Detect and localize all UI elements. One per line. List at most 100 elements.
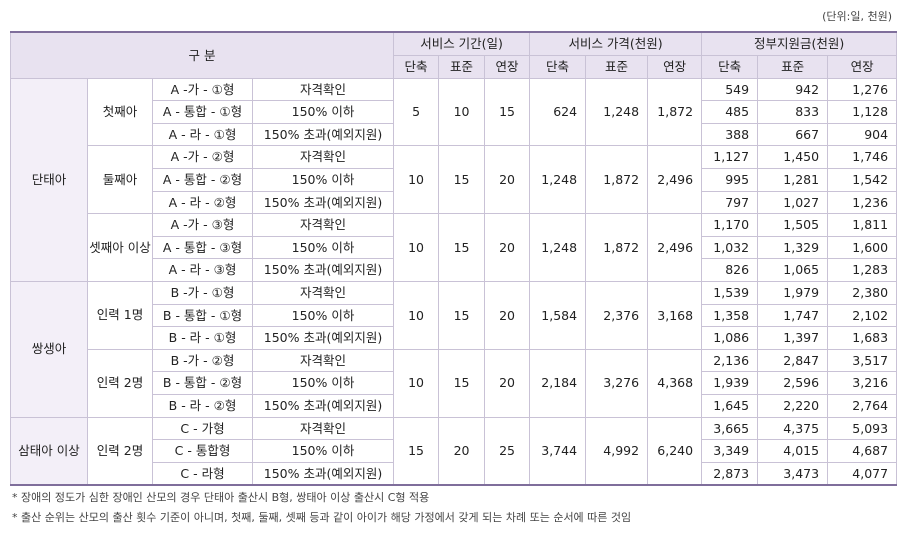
period-cell: 15 [484,77,531,147]
subsidy-cell: 1,542 [827,167,898,192]
table-row: B - 라 - ①형 150% 초과(예외지원) 1,086 1,397 1,683 [11,326,898,350]
period-cell: 20 [484,280,531,350]
subsidy-cell: 1,979 [757,280,829,305]
period-cell: 10 [393,280,440,350]
price-cell: 3,744 [529,416,587,486]
period-cell: 20 [484,348,531,418]
table-row: 인력 2명 B -가 - ②형 자격확인 10 15 20 2,184 3,276 4,368 2… [11,348,898,418]
subsidy-cell: 833 [757,100,829,124]
subgroup-label-text: 인력 1명 [96,307,144,323]
table-row: A - 통합 - ②형 150% 이하 995 1,281 1,542 [11,167,898,192]
footnote: * 출산 순위는 산모의 출산 횟수 기준이 아니며, 첫째, 둘째, 셋째 등… [12,511,632,524]
condition-cell: 150% 초과(예외지원) [251,461,395,486]
subgroup-label-text: 인력 2명 [96,375,144,391]
condition-cell: 150% 이하 [251,167,395,192]
subsidy-cell: 5,093 [827,416,898,441]
header-sub: 연장 [827,54,898,79]
price-cell: 3,276 [585,348,649,418]
condition-cell: 150% 초과(예외지원) [251,393,395,418]
header-sub: 표준 [585,54,649,79]
table-header: 구 분 서비스 기간(일) 서비스 가격(천원) 정부지원금(천원) 단축 표준… [9,31,898,79]
table-row: 둘째아 A -가 - ②형 자격확인 10 15 20 1,248 1,872 2,496 1,1… [11,145,898,215]
subsidy-cell: 1,539 [701,280,759,305]
period-cell: 10 [393,213,440,282]
price-cell: 2,496 [647,145,703,215]
table-row: 단태아 첫째아 A -가 - ①형 자격확인 5 10 15 624 1,248 1,872 549… [10,77,898,282]
subsidy-cell: 1,065 [757,258,829,282]
condition-cell: 150% 초과(예외지원) [251,190,395,215]
type-cell: B - 라 - ②형 [152,393,253,418]
header-subsidy: 정부지원금(천원) [701,31,898,56]
subsidy-cell: 1,032 [701,235,759,260]
subsidy-cell: 388 [701,122,759,147]
header-sub: 단축 [529,54,587,79]
subsidy-cell: 1,645 [701,393,759,418]
subgroup-label: 첫째아 [87,77,153,147]
subsidy-cell: 3,349 [701,439,759,463]
condition-cell: 자격확인 [251,213,395,237]
subsidy-cell: 2,764 [827,393,898,418]
subsidy-cell: 1,128 [827,100,898,124]
price-cell: 1,248 [529,145,587,215]
subgroup-label-text: 첫째아 [102,103,138,119]
type-cell: A - 라 - ③형 [152,258,253,282]
price-cell: 624 [529,77,587,147]
type-cell: C - 라형 [152,461,253,486]
subsidy-cell: 4,375 [757,416,829,441]
condition-cell: 150% 초과(예외지원) [251,326,395,350]
period-cell: 15 [438,348,486,418]
subgroup-label: 인력 1명 [87,280,153,350]
subsidy-cell: 1,276 [827,77,898,102]
condition-cell: 150% 초과(예외지원) [251,122,395,147]
condition-cell: 150% 이하 [251,100,395,124]
period-cell: 20 [484,213,531,282]
condition-cell: 150% 이하 [251,371,395,395]
subsidy-cell: 1,683 [827,326,898,350]
price-cell: 2,496 [647,213,703,282]
subsidy-cell: 904 [827,122,898,147]
subsidy-cell: 4,077 [827,461,898,486]
subsidy-cell: 797 [701,190,759,215]
table-row: 쌍생아 인력 1명 B -가 - ①형 자격확인 10 15 20 1,584 2,376 3,1… [10,280,898,418]
subgroup-label: 인력 2명 [87,416,153,486]
subsidy-cell: 4,015 [757,439,829,463]
type-cell: B -가 - ①형 [152,280,253,305]
subsidy-cell: 1,358 [701,303,759,328]
table-body: 단태아 첫째아 A -가 - ①형 자격확인 5 10 15 624 1,248 1,872 549… [10,77,898,486]
price-cell: 1,584 [529,280,587,350]
subgroup-label-text: 둘째아 [102,171,138,187]
table-row: A - 라 - ③형 150% 초과(예외지원) 826 1,065 1,283 [11,258,898,282]
period-cell: 10 [393,348,440,418]
table-row: 셋째아 이상 A -가 - ③형 자격확인 10 15 20 1,248 1,872 2,496… [11,213,898,282]
subgroup-label: 인력 2명 [87,348,153,418]
group-label: 쌍생아 [10,280,88,418]
type-cell: A - 통합 - ③형 [152,235,253,260]
condition-cell: 자격확인 [251,77,395,102]
table-row: B - 라 - ②형 150% 초과(예외지원) 1,645 2,220 2,764 [11,393,898,418]
unit-note: (단위:일, 천원) [822,10,892,23]
subsidy-cell: 1,397 [757,326,829,350]
type-cell: A -가 - ①형 [152,77,253,102]
subgroup-label-text: 인력 2명 [96,442,144,458]
type-cell: B -가 - ②형 [152,348,253,373]
price-cell: 2,376 [585,280,649,350]
table-row: A - 통합 - ①형 150% 이하 485 833 1,128 [11,100,898,124]
price-cell: 1,248 [529,213,587,282]
type-cell: A -가 - ②형 [152,145,253,169]
subsidy-cell: 1,746 [827,145,898,169]
condition-cell: 150% 이하 [251,303,395,328]
type-cell: A -가 - ③형 [152,213,253,237]
period-cell: 15 [438,145,486,215]
period-cell: 20 [484,145,531,215]
subsidy-cell: 1,450 [757,145,829,169]
subsidy-cell: 549 [701,77,759,102]
subgroup-label: 둘째아 [87,145,153,215]
subsidy-cell: 995 [701,167,759,192]
subsidy-cell: 1,236 [827,190,898,215]
header-sub: 단축 [393,54,440,79]
footnotes: * 장애의 정도가 심한 장애인 산모의 경우 단태아 출산시 B형, 쌍태아 … [12,488,631,528]
type-cell: A - 통합 - ②형 [152,167,253,192]
table-row: A - 라 - ②형 150% 초과(예외지원) 797 1,027 1,236 [11,190,898,215]
type-cell: C - 통합형 [152,439,253,463]
price-cell: 1,248 [585,77,649,147]
